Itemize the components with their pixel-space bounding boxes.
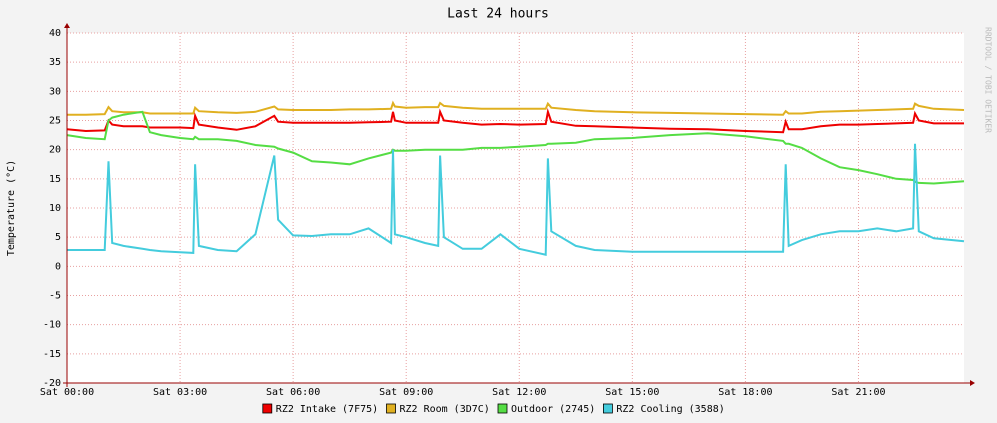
series-line bbox=[67, 143, 965, 256]
chart-title: Last 24 hours bbox=[447, 7, 549, 22]
legend-swatch bbox=[386, 403, 396, 414]
y-tick-label: -20 bbox=[43, 378, 61, 389]
y-tick-label: -5 bbox=[49, 291, 61, 302]
series-line bbox=[67, 100, 965, 116]
y-tick-label: -15 bbox=[43, 349, 61, 360]
y-tick-label: 35 bbox=[49, 57, 61, 68]
x-tick-label: Sat 18:00 bbox=[718, 387, 772, 398]
legend-label: RZ2 Intake (7F75) bbox=[276, 404, 378, 415]
x-tick-label: Sat 03:00 bbox=[153, 387, 207, 398]
axis-arrow bbox=[64, 23, 70, 28]
x-tick-label: Sat 21:00 bbox=[831, 387, 885, 398]
y-tick-label: 30 bbox=[49, 86, 61, 97]
x-tick-label: Sat 09:00 bbox=[379, 387, 433, 398]
y-tick-label: 15 bbox=[49, 174, 61, 185]
legend-label: RZ2 Cooling (3588) bbox=[616, 404, 724, 415]
y-axis-label: Temperature (°C) bbox=[6, 160, 17, 256]
y-tick-label: 5 bbox=[55, 232, 61, 243]
y-tick-label: 0 bbox=[55, 261, 61, 272]
series-line bbox=[66, 107, 964, 134]
y-tick-label: 25 bbox=[49, 116, 61, 127]
y-tick-label: 40 bbox=[49, 28, 61, 39]
legend-swatch bbox=[497, 403, 508, 414]
y-tick-label: -10 bbox=[43, 320, 61, 331]
x-tick-label: Sat 15:00 bbox=[605, 387, 659, 398]
series-line bbox=[66, 110, 965, 185]
y-tick-label: 10 bbox=[49, 203, 61, 214]
legend-swatch bbox=[262, 403, 273, 414]
legend-swatch bbox=[603, 403, 613, 414]
legend-label: RZ2 Room (3D7C) bbox=[400, 404, 490, 415]
x-tick-label: Sat 12:00 bbox=[492, 387, 546, 398]
y-tick-label: 20 bbox=[49, 145, 61, 156]
x-tick-label: Sat 06:00 bbox=[266, 387, 320, 398]
legend-label: Outdoor (2745) bbox=[511, 404, 595, 415]
x-tick-label: Sat 00:00 bbox=[40, 387, 94, 398]
axis-arrow bbox=[970, 380, 975, 386]
watermark: RRDTOOL / TOBI OETIKER bbox=[984, 27, 993, 133]
